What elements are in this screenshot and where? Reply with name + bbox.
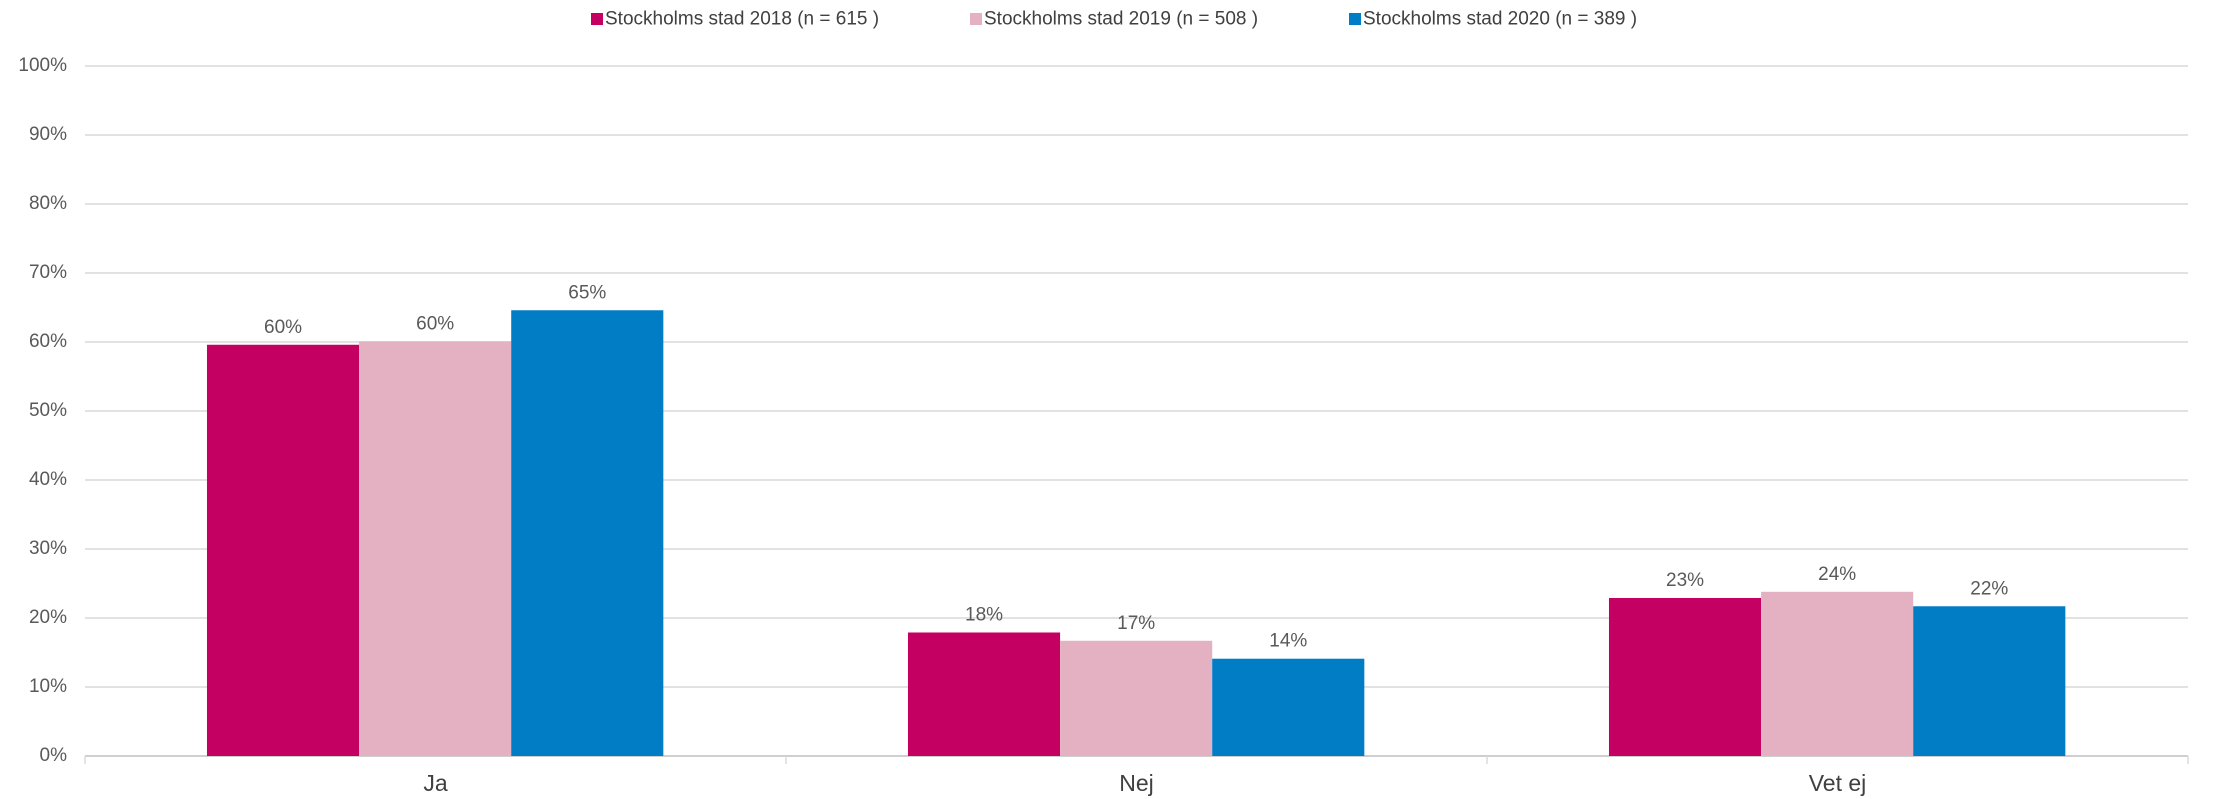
value-label: 18% bbox=[965, 605, 1003, 626]
legend-label: Stockholms stad 2018 (n = 615 ) bbox=[605, 9, 879, 30]
legend-label: Stockholms stad 2020 (n = 389 ) bbox=[1363, 9, 1637, 30]
bar bbox=[907, 632, 1061, 756]
y-tick-label: 40% bbox=[29, 469, 67, 490]
value-label: 60% bbox=[416, 313, 454, 334]
bar bbox=[206, 344, 360, 756]
y-tick-label: 10% bbox=[29, 676, 67, 697]
y-tick-label: 0% bbox=[40, 745, 68, 766]
bar bbox=[1761, 591, 1914, 756]
value-label: 60% bbox=[264, 317, 302, 338]
bar bbox=[1913, 606, 2066, 756]
value-label: 22% bbox=[1970, 578, 2008, 599]
y-tick-label: 90% bbox=[29, 124, 67, 145]
value-label: 23% bbox=[1666, 570, 1704, 591]
legend-swatch bbox=[970, 13, 982, 25]
x-tick-label: Vet ej bbox=[1809, 770, 1867, 796]
value-label: 24% bbox=[1818, 564, 1856, 585]
bar bbox=[359, 341, 512, 756]
x-tick-label: Ja bbox=[423, 770, 448, 796]
value-label: 65% bbox=[568, 282, 606, 303]
legend-swatch bbox=[591, 13, 603, 25]
value-label: 14% bbox=[1269, 631, 1307, 652]
bar bbox=[511, 310, 664, 756]
y-tick-label: 60% bbox=[29, 331, 67, 352]
y-tick-label: 50% bbox=[29, 400, 67, 421]
legend-label: Stockholms stad 2019 (n = 508 ) bbox=[984, 9, 1258, 30]
y-tick-label: 20% bbox=[29, 607, 67, 628]
bar bbox=[1060, 640, 1213, 756]
y-tick-label: 70% bbox=[29, 262, 67, 283]
bar bbox=[1212, 658, 1365, 756]
y-tick-label: 30% bbox=[29, 538, 67, 559]
value-label: 17% bbox=[1117, 613, 1155, 634]
x-tick-label: Nej bbox=[1119, 770, 1154, 796]
bar bbox=[1608, 597, 1762, 756]
y-tick-label: 100% bbox=[18, 55, 67, 76]
legend-swatch bbox=[1349, 13, 1361, 25]
y-tick-label: 80% bbox=[29, 193, 67, 214]
